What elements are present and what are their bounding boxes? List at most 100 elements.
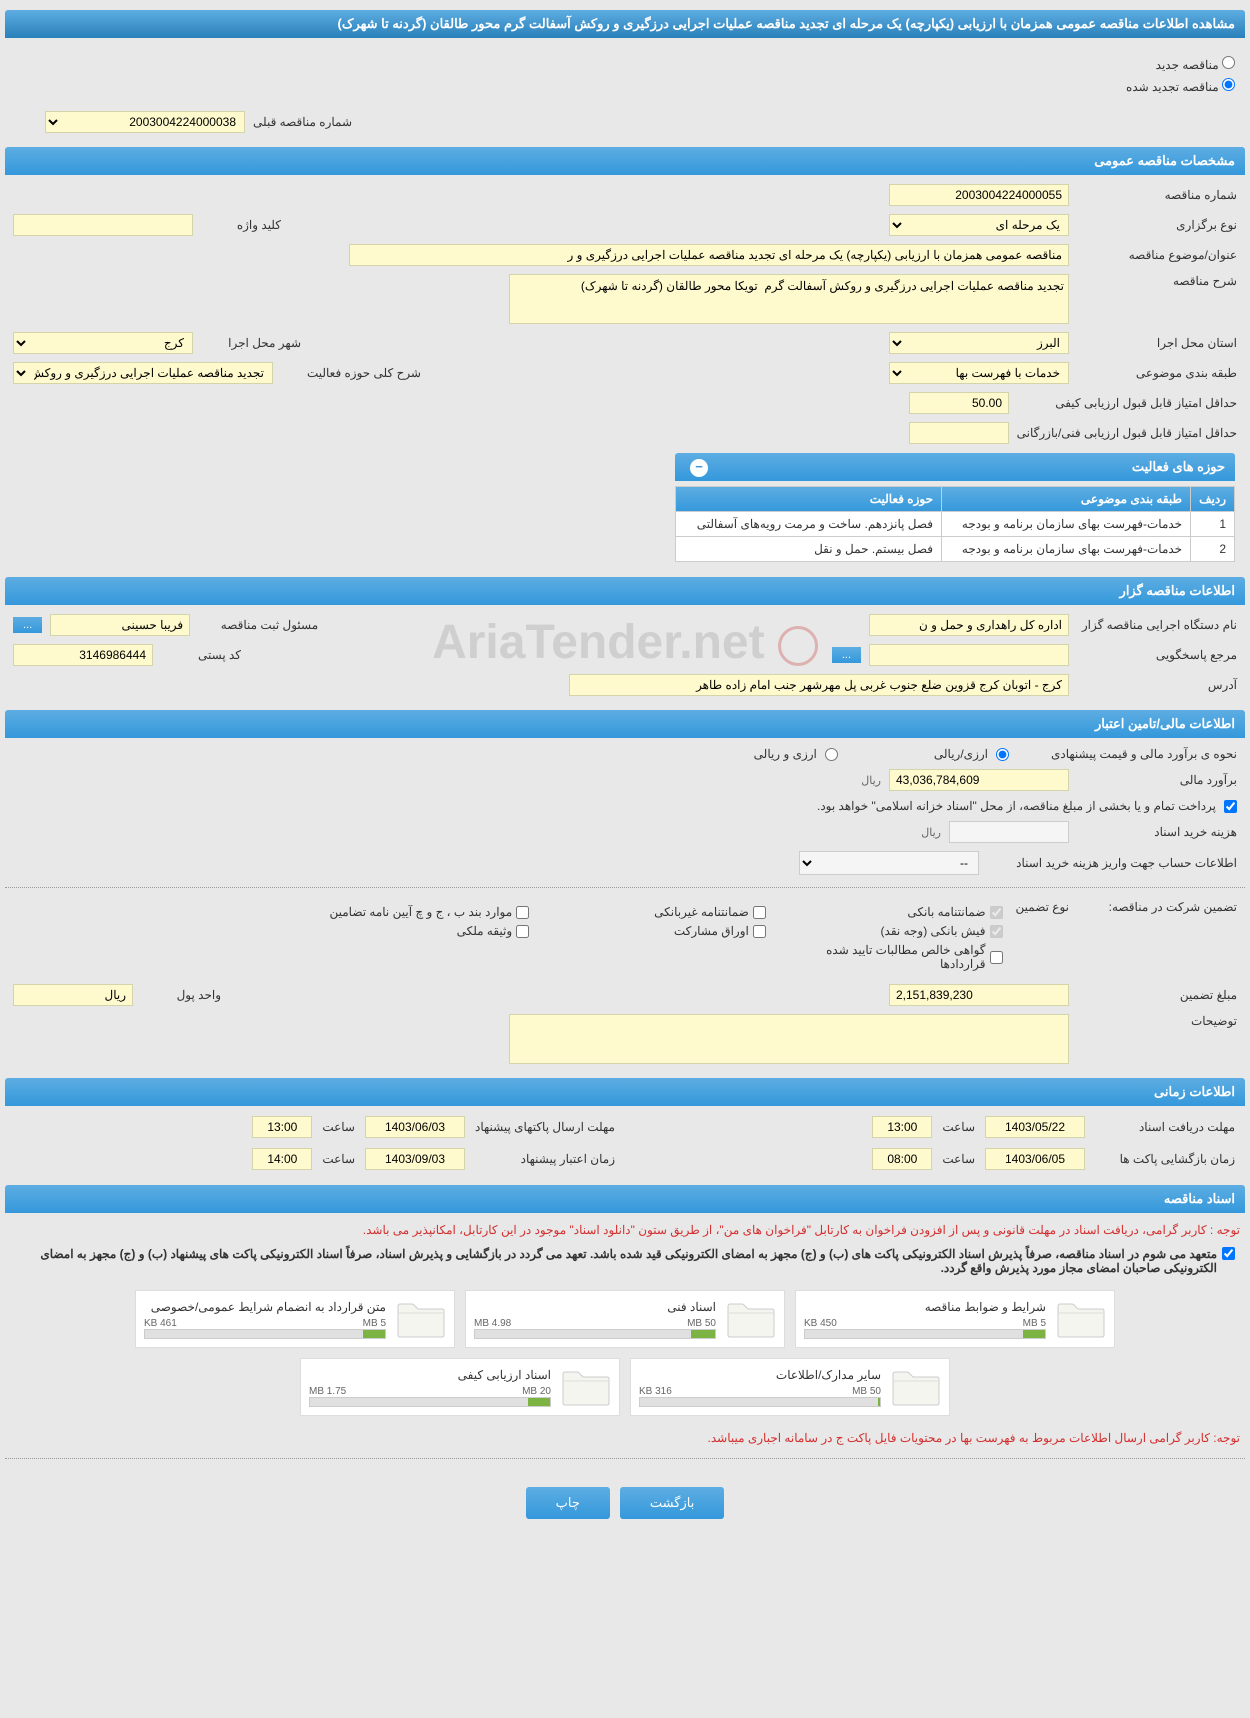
commitment-checkbox[interactable] bbox=[1222, 1247, 1235, 1260]
keyword-input[interactable] bbox=[13, 214, 193, 236]
file-used: 450 KB bbox=[804, 1318, 837, 1329]
file-card[interactable]: اسناد فنی50 MB4.98 MB bbox=[465, 1290, 785, 1348]
address-input[interactable] bbox=[569, 674, 1069, 696]
validity-date[interactable] bbox=[365, 1148, 465, 1170]
envelope-send-time[interactable] bbox=[252, 1116, 312, 1138]
envelope-send-date[interactable] bbox=[365, 1116, 465, 1138]
activity-desc-select[interactable]: تجدید مناقصه عملیات اجرایی درزگیری و روک… bbox=[13, 362, 273, 384]
desc-textarea[interactable]: تجدید مناقصه عملیات اجرایی درزگیری و روک… bbox=[509, 274, 1069, 324]
file-card[interactable]: اسناد ارزیابی کیفی20 MB1.75 MB bbox=[300, 1358, 620, 1416]
province-select[interactable]: البرز bbox=[889, 332, 1069, 354]
address-label: آدرس bbox=[1077, 678, 1237, 692]
open-date[interactable] bbox=[985, 1148, 1085, 1170]
file-card[interactable]: متن قرارداد به انضمام شرایط عمومی/خصوصی 5… bbox=[135, 1290, 455, 1348]
activities-table-header: حوزه های فعالیت − bbox=[675, 453, 1235, 481]
response-ref-label: مرجع پاسخگویی bbox=[1077, 648, 1237, 662]
file-total: 50 MB bbox=[687, 1318, 716, 1329]
section-docs-header: اسناد مناقصه bbox=[5, 1185, 1245, 1213]
city-select[interactable]: کرج bbox=[13, 332, 193, 354]
radio-foreign[interactable] bbox=[825, 748, 838, 761]
cb-nonbank[interactable] bbox=[753, 906, 766, 919]
cb-participation-label: اوراق مشارکت bbox=[674, 924, 749, 938]
folder-icon bbox=[396, 1299, 446, 1339]
print-button[interactable]: چاپ bbox=[526, 1487, 610, 1519]
progress-bar bbox=[144, 1329, 386, 1339]
radio-rial[interactable] bbox=[996, 748, 1009, 761]
file-card[interactable]: شرایط و ضوابط مناقصه5 MB450 KB bbox=[795, 1290, 1115, 1348]
validity-time[interactable] bbox=[252, 1148, 312, 1170]
file-title: متن قرارداد به انضمام شرایط عمومی/خصوصی bbox=[144, 1300, 386, 1314]
org-name-label: نام دستگاه اجرایی مناقصه گزار bbox=[1077, 618, 1237, 632]
notes-label: توضیحات bbox=[1077, 1014, 1237, 1028]
file-title: اسناد ارزیابی کیفی bbox=[309, 1368, 551, 1382]
cb-claims[interactable] bbox=[990, 951, 1003, 964]
treasury-checkbox[interactable] bbox=[1224, 800, 1237, 813]
radio-new-tender[interactable] bbox=[1222, 56, 1235, 69]
tender-number-label: شماره مناقصه bbox=[1077, 188, 1237, 202]
doc-receive-label: مهلت دریافت اسناد bbox=[1095, 1120, 1235, 1134]
section-financial-header: اطلاعات مالی/تامین اعتبار bbox=[5, 710, 1245, 738]
doc-cost-input[interactable] bbox=[949, 821, 1069, 843]
folder-icon bbox=[891, 1367, 941, 1407]
file-used: 1.75 MB bbox=[309, 1386, 346, 1397]
cb-participation[interactable] bbox=[753, 925, 766, 938]
back-button[interactable]: بازگشت bbox=[620, 1487, 724, 1519]
folder-icon bbox=[726, 1299, 776, 1339]
file-title: شرایط و ضوابط مناقصه bbox=[804, 1300, 1046, 1314]
doc-cost-label: هزینه خرید اسناد bbox=[1077, 825, 1237, 839]
col-category: طبقه بندی موضوعی bbox=[942, 487, 1191, 512]
category-select[interactable]: خدمات با فهرست بها bbox=[889, 362, 1069, 384]
validity-label: زمان اعتبار پیشنهاد bbox=[475, 1152, 615, 1166]
more-button[interactable]: ... bbox=[13, 617, 42, 633]
cb-property[interactable] bbox=[516, 925, 529, 938]
notice-1: توجه : کاربر گرامی، دریافت اسناد در مهلت… bbox=[5, 1218, 1245, 1242]
collapse-icon[interactable]: − bbox=[690, 459, 708, 477]
tender-number-input[interactable] bbox=[889, 184, 1069, 206]
doc-receive-date[interactable] bbox=[985, 1116, 1085, 1138]
folder-icon bbox=[561, 1367, 611, 1407]
guarantee-amount-input[interactable] bbox=[889, 984, 1069, 1006]
unit-rial: ریال bbox=[861, 774, 881, 787]
prev-tender-select[interactable]: 2003004224000038 bbox=[45, 111, 245, 133]
col-activity: حوزه فعالیت bbox=[676, 487, 942, 512]
min-tech-input[interactable] bbox=[909, 422, 1009, 444]
time-label-3: ساعت bbox=[322, 1120, 355, 1134]
cb-cash bbox=[990, 925, 1003, 938]
time-label-2: ساعت bbox=[942, 1152, 975, 1166]
notes-textarea[interactable] bbox=[509, 1014, 1069, 1064]
file-total: 5 MB bbox=[363, 1318, 386, 1329]
min-quality-input[interactable] bbox=[909, 392, 1009, 414]
subject-input[interactable] bbox=[349, 244, 1069, 266]
radio-renewed-tender[interactable] bbox=[1222, 78, 1235, 91]
activities-table: ردیف طبقه بندی موضوعی حوزه فعالیت 1 خدما… bbox=[675, 486, 1235, 562]
activity-desc-label: شرح کلی حوزه فعالیت bbox=[281, 366, 421, 380]
account-select[interactable]: -- bbox=[799, 851, 979, 875]
holding-type-select[interactable]: یک مرحله ای bbox=[889, 214, 1069, 236]
more-button-2[interactable]: ... bbox=[832, 647, 861, 663]
cb-nonbank-label: ضمانتنامه غیربانکی bbox=[654, 905, 749, 919]
response-ref-input[interactable] bbox=[869, 644, 1069, 666]
notice-2: توجه: کاربر گرامی ارسال اطلاعات مربوط به… bbox=[5, 1426, 1245, 1450]
money-unit-input[interactable] bbox=[13, 984, 133, 1006]
doc-receive-time[interactable] bbox=[872, 1116, 932, 1138]
cb-claims-label: گواهی خالص مطالبات تایید شده قراردادها bbox=[786, 943, 986, 971]
guarantee-amount-label: مبلغ تضمین bbox=[1077, 988, 1237, 1002]
postal-input[interactable] bbox=[13, 644, 153, 666]
file-card[interactable]: سایر مدارک/اطلاعات50 MB316 KB bbox=[630, 1358, 950, 1416]
cb-bank-label: ضمانتنامه بانکی bbox=[907, 905, 985, 919]
envelope-send-label: مهلت ارسال پاکتهای پیشنهاد bbox=[475, 1120, 615, 1134]
province-label: استان محل اجرا bbox=[1077, 336, 1237, 350]
estimate-input[interactable] bbox=[889, 769, 1069, 791]
open-time[interactable] bbox=[872, 1148, 932, 1170]
cb-items[interactable] bbox=[516, 906, 529, 919]
cb-bank bbox=[990, 906, 1003, 919]
min-tech-label: حداقل امتیاز قابل قبول ارزیابی فنی/بازرگ… bbox=[1017, 426, 1237, 440]
postal-label: کد پستی bbox=[161, 648, 241, 662]
cb-items-label: موارد بند ب ، ج و چ آیین نامه تضامین bbox=[329, 905, 512, 919]
org-name-input[interactable] bbox=[869, 614, 1069, 636]
radio-foreign-label: ارزی و ریالی bbox=[754, 747, 817, 761]
section-time-header: اطلاعات زمانی bbox=[5, 1078, 1245, 1106]
file-used: 316 KB bbox=[639, 1386, 672, 1397]
radio-new-label: مناقصه جدید bbox=[1156, 58, 1219, 72]
responsible-input[interactable] bbox=[50, 614, 190, 636]
